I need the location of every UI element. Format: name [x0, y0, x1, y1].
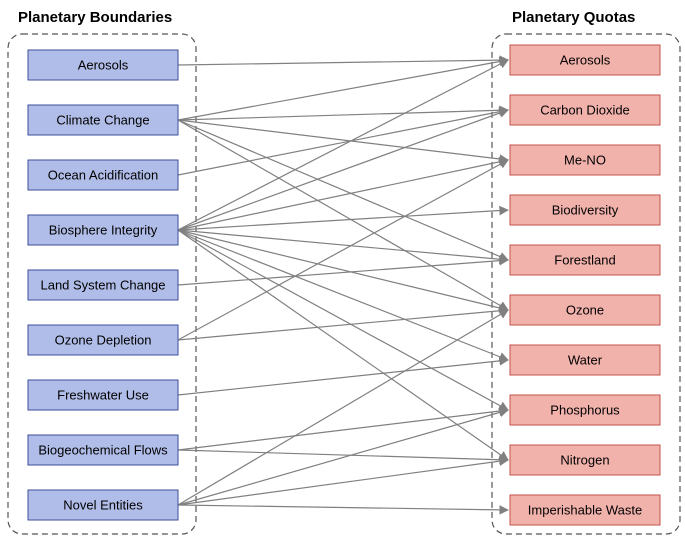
node-label: Aerosols [560, 52, 611, 67]
quota-node-meno: Me-NO [510, 145, 660, 175]
node-label: Biogeochemical Flows [38, 442, 168, 457]
right-nodes-layer: Aerosols Carbon Dioxide Me-NO Biodiversity F… [510, 45, 660, 525]
node-label: Ozone Depletion [55, 332, 152, 347]
boundary-node-biosphere: Biosphere Integrity [28, 215, 178, 245]
edge-novel-to-nitrogen [178, 460, 508, 505]
quota-node-biodiv: Biodiversity [510, 195, 660, 225]
edge-novel-to-ozone_r [178, 310, 508, 505]
quota-node-phosph: Phosphorus [510, 395, 660, 425]
edge-biosphere-to-phosph [178, 230, 508, 410]
node-label: Nitrogen [560, 452, 609, 467]
node-label: Land System Change [40, 277, 165, 292]
quota-node-waste: Imperishable Waste [510, 495, 660, 525]
edge-climate-to-meno [178, 120, 508, 160]
node-label: Aerosols [78, 57, 129, 72]
left-column-title: Planetary Boundaries [18, 9, 172, 26]
node-label: Imperishable Waste [528, 502, 642, 517]
boundary-node-ocean_acid: Ocean Acidification [28, 160, 178, 190]
edge-ocean_acid-to-co2 [178, 110, 508, 175]
node-label: Novel Entities [63, 497, 143, 512]
quota-node-water: Water [510, 345, 660, 375]
edge-climate-to-forest [178, 120, 508, 260]
edge-biosphere-to-forest [178, 230, 508, 260]
edge-aerosols_l-to-aerosols_r [178, 60, 508, 65]
node-label: Forestland [554, 252, 615, 267]
boundary-node-biogeo: Biogeochemical Flows [28, 435, 178, 465]
edge-novel-to-phosph [178, 410, 508, 505]
quota-node-forest: Forestland [510, 245, 660, 275]
right-column-title: Planetary Quotas [512, 9, 635, 26]
boundary-node-novel: Novel Entities [28, 490, 178, 520]
edge-biosphere-to-aerosols_r [178, 60, 508, 230]
edge-novel-to-waste [178, 505, 508, 510]
quota-node-nitrogen: Nitrogen [510, 445, 660, 475]
edge-biogeo-to-nitrogen [178, 450, 508, 460]
mapping-diagram: Planetary Boundaries Planetary Quotas Ae… [0, 0, 685, 550]
quota-node-co2: Carbon Dioxide [510, 95, 660, 125]
node-label: Biodiversity [552, 202, 619, 217]
node-label: Phosphorus [550, 402, 620, 417]
boundary-node-land: Land System Change [28, 270, 178, 300]
edge-biosphere-to-nitrogen [178, 230, 508, 460]
node-label: Me-NO [564, 152, 606, 167]
node-label: Freshwater Use [57, 387, 149, 402]
boundary-node-aerosols_l: Aerosols [28, 50, 178, 80]
boundary-node-climate: Climate Change [28, 105, 178, 135]
edges-layer [178, 60, 508, 510]
node-label: Water [568, 352, 603, 367]
edge-biosphere-to-ozone_r [178, 230, 508, 310]
boundary-node-freshwater: Freshwater Use [28, 380, 178, 410]
quota-node-aerosols_r: Aerosols [510, 45, 660, 75]
node-label: Ocean Acidification [48, 167, 159, 182]
node-label: Biosphere Integrity [49, 222, 158, 237]
edge-freshwater-to-water [178, 360, 508, 395]
node-label: Ozone [566, 302, 604, 317]
node-label: Carbon Dioxide [540, 102, 630, 117]
node-label: Climate Change [56, 112, 149, 127]
edge-ozone_dep-to-ozone_r [178, 310, 508, 340]
boundary-node-ozone_dep: Ozone Depletion [28, 325, 178, 355]
edge-biogeo-to-phosph [178, 410, 508, 450]
left-nodes-layer: Aerosols Climate Change Ocean Acidificatio… [28, 50, 178, 520]
quota-node-ozone_r: Ozone [510, 295, 660, 325]
